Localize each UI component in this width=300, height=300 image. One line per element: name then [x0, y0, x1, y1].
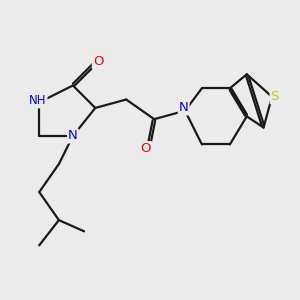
Text: S: S — [271, 90, 279, 103]
Text: N: N — [179, 101, 188, 114]
Text: O: O — [140, 142, 151, 155]
Text: N: N — [68, 130, 78, 142]
Text: O: O — [93, 55, 104, 68]
Text: NH: NH — [29, 94, 46, 107]
